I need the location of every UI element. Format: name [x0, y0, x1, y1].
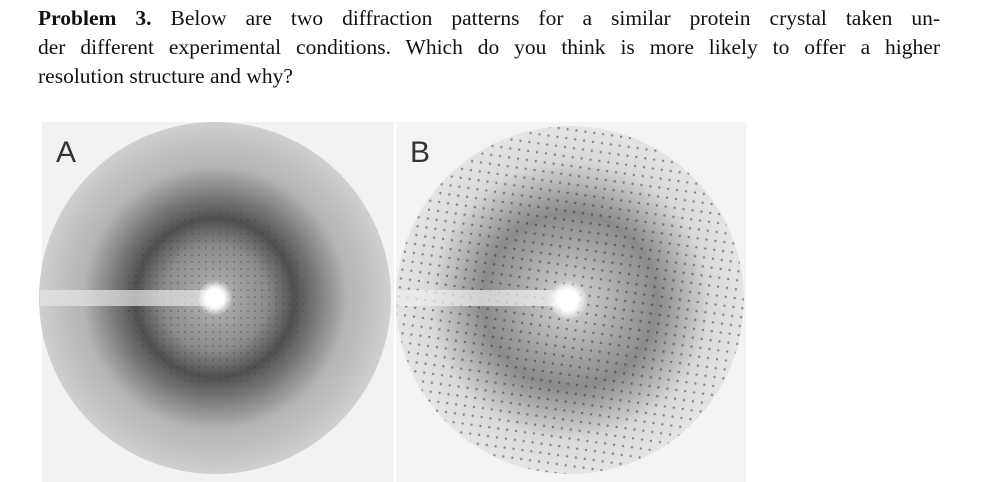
beam-center [548, 280, 588, 320]
problem-line: Problem 3. Below are two diffraction pat… [38, 6, 940, 31]
problem-line: resolution structure and why? [38, 64, 293, 88]
problem-text: Below are two diffraction patterns for a… [170, 6, 941, 30]
problem-label: Problem 3. [38, 6, 152, 30]
panel-label: A [56, 136, 76, 169]
panel-label: B [410, 136, 430, 169]
beam-center [197, 280, 233, 316]
problem-line: der different experimental conditions. W… [38, 35, 940, 59]
